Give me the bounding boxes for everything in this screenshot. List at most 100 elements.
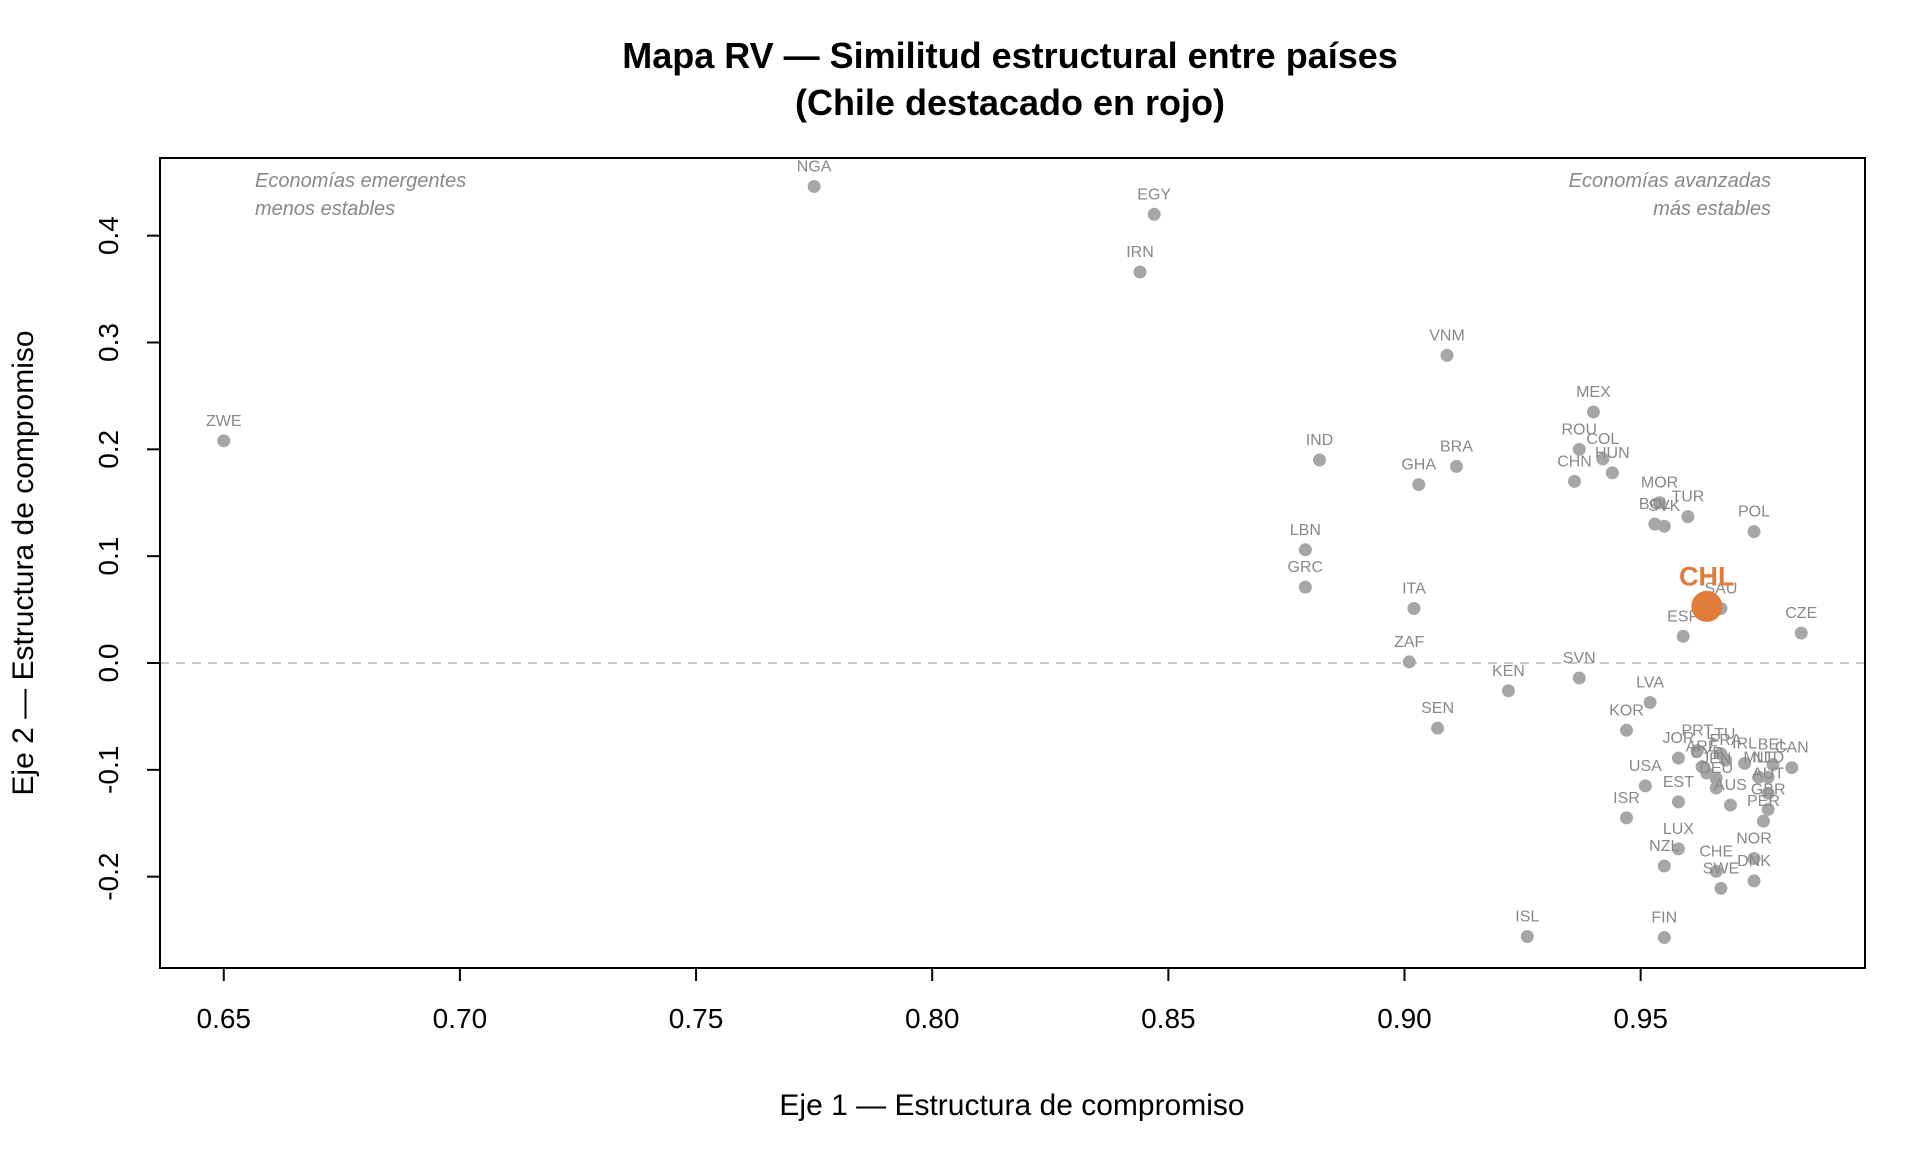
- y-tick-label: 0.1: [93, 537, 124, 576]
- point-est: [1671, 795, 1685, 809]
- point-label-jor: JOR: [1662, 730, 1694, 747]
- point-label-fin: FIN: [1651, 910, 1677, 927]
- point-nga: [807, 180, 821, 194]
- point-gbr: [1761, 802, 1775, 816]
- point-label-svn: SVN: [1563, 650, 1596, 667]
- point-label-gha: GHA: [1401, 457, 1436, 474]
- y-axis-title: Eje 2 — Estructura de compromiso: [7, 330, 40, 795]
- point-jor: [1671, 751, 1685, 765]
- point-usa: [1638, 779, 1652, 793]
- point-cze: [1794, 626, 1808, 640]
- y-tick-label: 0.4: [93, 216, 124, 255]
- point-label-mlt: MLT: [1743, 749, 1774, 766]
- point-chn: [1568, 474, 1582, 488]
- y-tick-label: -0.2: [93, 853, 124, 901]
- point-label-irl: IRL: [1732, 735, 1757, 752]
- annotation-top-left-line1: Economías emergentes: [255, 170, 466, 192]
- point-kor: [1619, 723, 1633, 737]
- point-label-ltu: LTU: [1706, 726, 1735, 743]
- annotation-top-left-line2: menos estables: [255, 198, 395, 220]
- point-lva: [1643, 696, 1657, 710]
- x-tick-label: 0.70: [433, 1003, 488, 1034]
- x-tick-label: 0.85: [1141, 1003, 1196, 1034]
- point-label-bra: BRA: [1440, 438, 1473, 455]
- point-label-aus: AUS: [1714, 777, 1747, 794]
- point-bel: [1766, 757, 1780, 771]
- x-axis-title: Eje 1 — Estructura de compromiso: [779, 1089, 1244, 1122]
- point-label-nzl: NZL: [1649, 838, 1679, 855]
- point-label-isr: ISR: [1613, 790, 1640, 807]
- point-label-est: EST: [1663, 774, 1694, 791]
- point-label-sen: SEN: [1421, 700, 1454, 717]
- point-label-mor: MOR: [1641, 475, 1678, 492]
- point-zaf: [1402, 655, 1416, 669]
- point-vnm: [1440, 348, 1454, 362]
- point-label-ken: KEN: [1492, 663, 1525, 680]
- point-ken: [1501, 684, 1515, 698]
- point-lbn: [1298, 543, 1312, 557]
- point-sen: [1431, 721, 1445, 735]
- point-ita: [1407, 602, 1421, 616]
- y-tick-label: 0.0: [93, 644, 124, 683]
- point-label-ind: IND: [1306, 432, 1334, 449]
- point-label-tur: TUR: [1671, 489, 1704, 506]
- point-label-nld: NLD: [1752, 749, 1784, 766]
- point-irl: [1738, 756, 1752, 770]
- point-label-zaf: ZAF: [1394, 634, 1424, 651]
- x-tick-label: 0.95: [1613, 1003, 1668, 1034]
- point-irn: [1133, 265, 1147, 279]
- point-fin: [1657, 931, 1671, 945]
- highlight-layer: CHL: [1679, 561, 1735, 622]
- point-label-kor: KOR: [1609, 702, 1644, 719]
- point-label-che: CHE: [1699, 843, 1733, 860]
- point-label-lbn: LBN: [1290, 522, 1321, 539]
- point-label-vnm: VNM: [1429, 327, 1465, 344]
- point-aus: [1723, 798, 1737, 812]
- point-mor: [1653, 496, 1667, 510]
- chart-title-line2: (Chile destacado en rojo): [795, 82, 1225, 123]
- point-label-swe: SWE: [1703, 860, 1739, 877]
- point-jpn: [1709, 771, 1723, 785]
- point-zwe: [217, 434, 231, 448]
- point-mlt: [1752, 770, 1766, 784]
- x-tick-label: 0.90: [1377, 1003, 1432, 1034]
- point-nld: [1761, 770, 1775, 784]
- point-mex: [1586, 405, 1600, 419]
- point-label-cze: CZE: [1785, 605, 1817, 622]
- point-deu: [1709, 781, 1723, 795]
- point-label-cyp: CYP: [1690, 745, 1723, 762]
- point-fra: [1719, 753, 1733, 767]
- point-label-prt: PRT: [1681, 723, 1713, 740]
- point-swe: [1714, 881, 1728, 895]
- point-label-zwe: ZWE: [206, 413, 242, 430]
- point-egy: [1147, 207, 1161, 221]
- point-label-aut: AUT: [1752, 765, 1784, 782]
- point-label-bel: BEL: [1758, 736, 1788, 753]
- point-label-dnk: DNK: [1737, 853, 1771, 870]
- point-label-pol: POL: [1738, 504, 1770, 521]
- y-tick-label: 0.2: [93, 430, 124, 469]
- point-dnk: [1747, 874, 1761, 888]
- point-pol: [1747, 525, 1761, 539]
- point-label-are: ARE: [1686, 739, 1719, 756]
- point-label-lux: LUX: [1663, 821, 1694, 838]
- point-label-lva: LVA: [1636, 675, 1664, 692]
- point-label-hun: HUN: [1595, 445, 1630, 462]
- annotation-top-right-line1: Economías avanzadas: [1569, 170, 1771, 192]
- point-label-grc: GRC: [1288, 559, 1324, 576]
- point-label-rou: ROU: [1561, 421, 1597, 438]
- point-svk: [1657, 519, 1671, 533]
- point-label-fra: FRA: [1710, 732, 1742, 749]
- point-col: [1596, 452, 1610, 466]
- annotation-top-right-line2: más estables: [1653, 198, 1771, 220]
- point-cyp: [1700, 766, 1714, 780]
- point-tur: [1681, 510, 1695, 524]
- point-prt: [1690, 744, 1704, 758]
- point-bra: [1449, 459, 1463, 473]
- point-label-usa: USA: [1629, 758, 1662, 775]
- point-ind: [1312, 453, 1326, 467]
- point-label-per: PER: [1747, 793, 1780, 810]
- point-label-mex: MEX: [1576, 384, 1611, 401]
- point-isr: [1619, 811, 1633, 825]
- x-tick-label: 0.75: [669, 1003, 724, 1034]
